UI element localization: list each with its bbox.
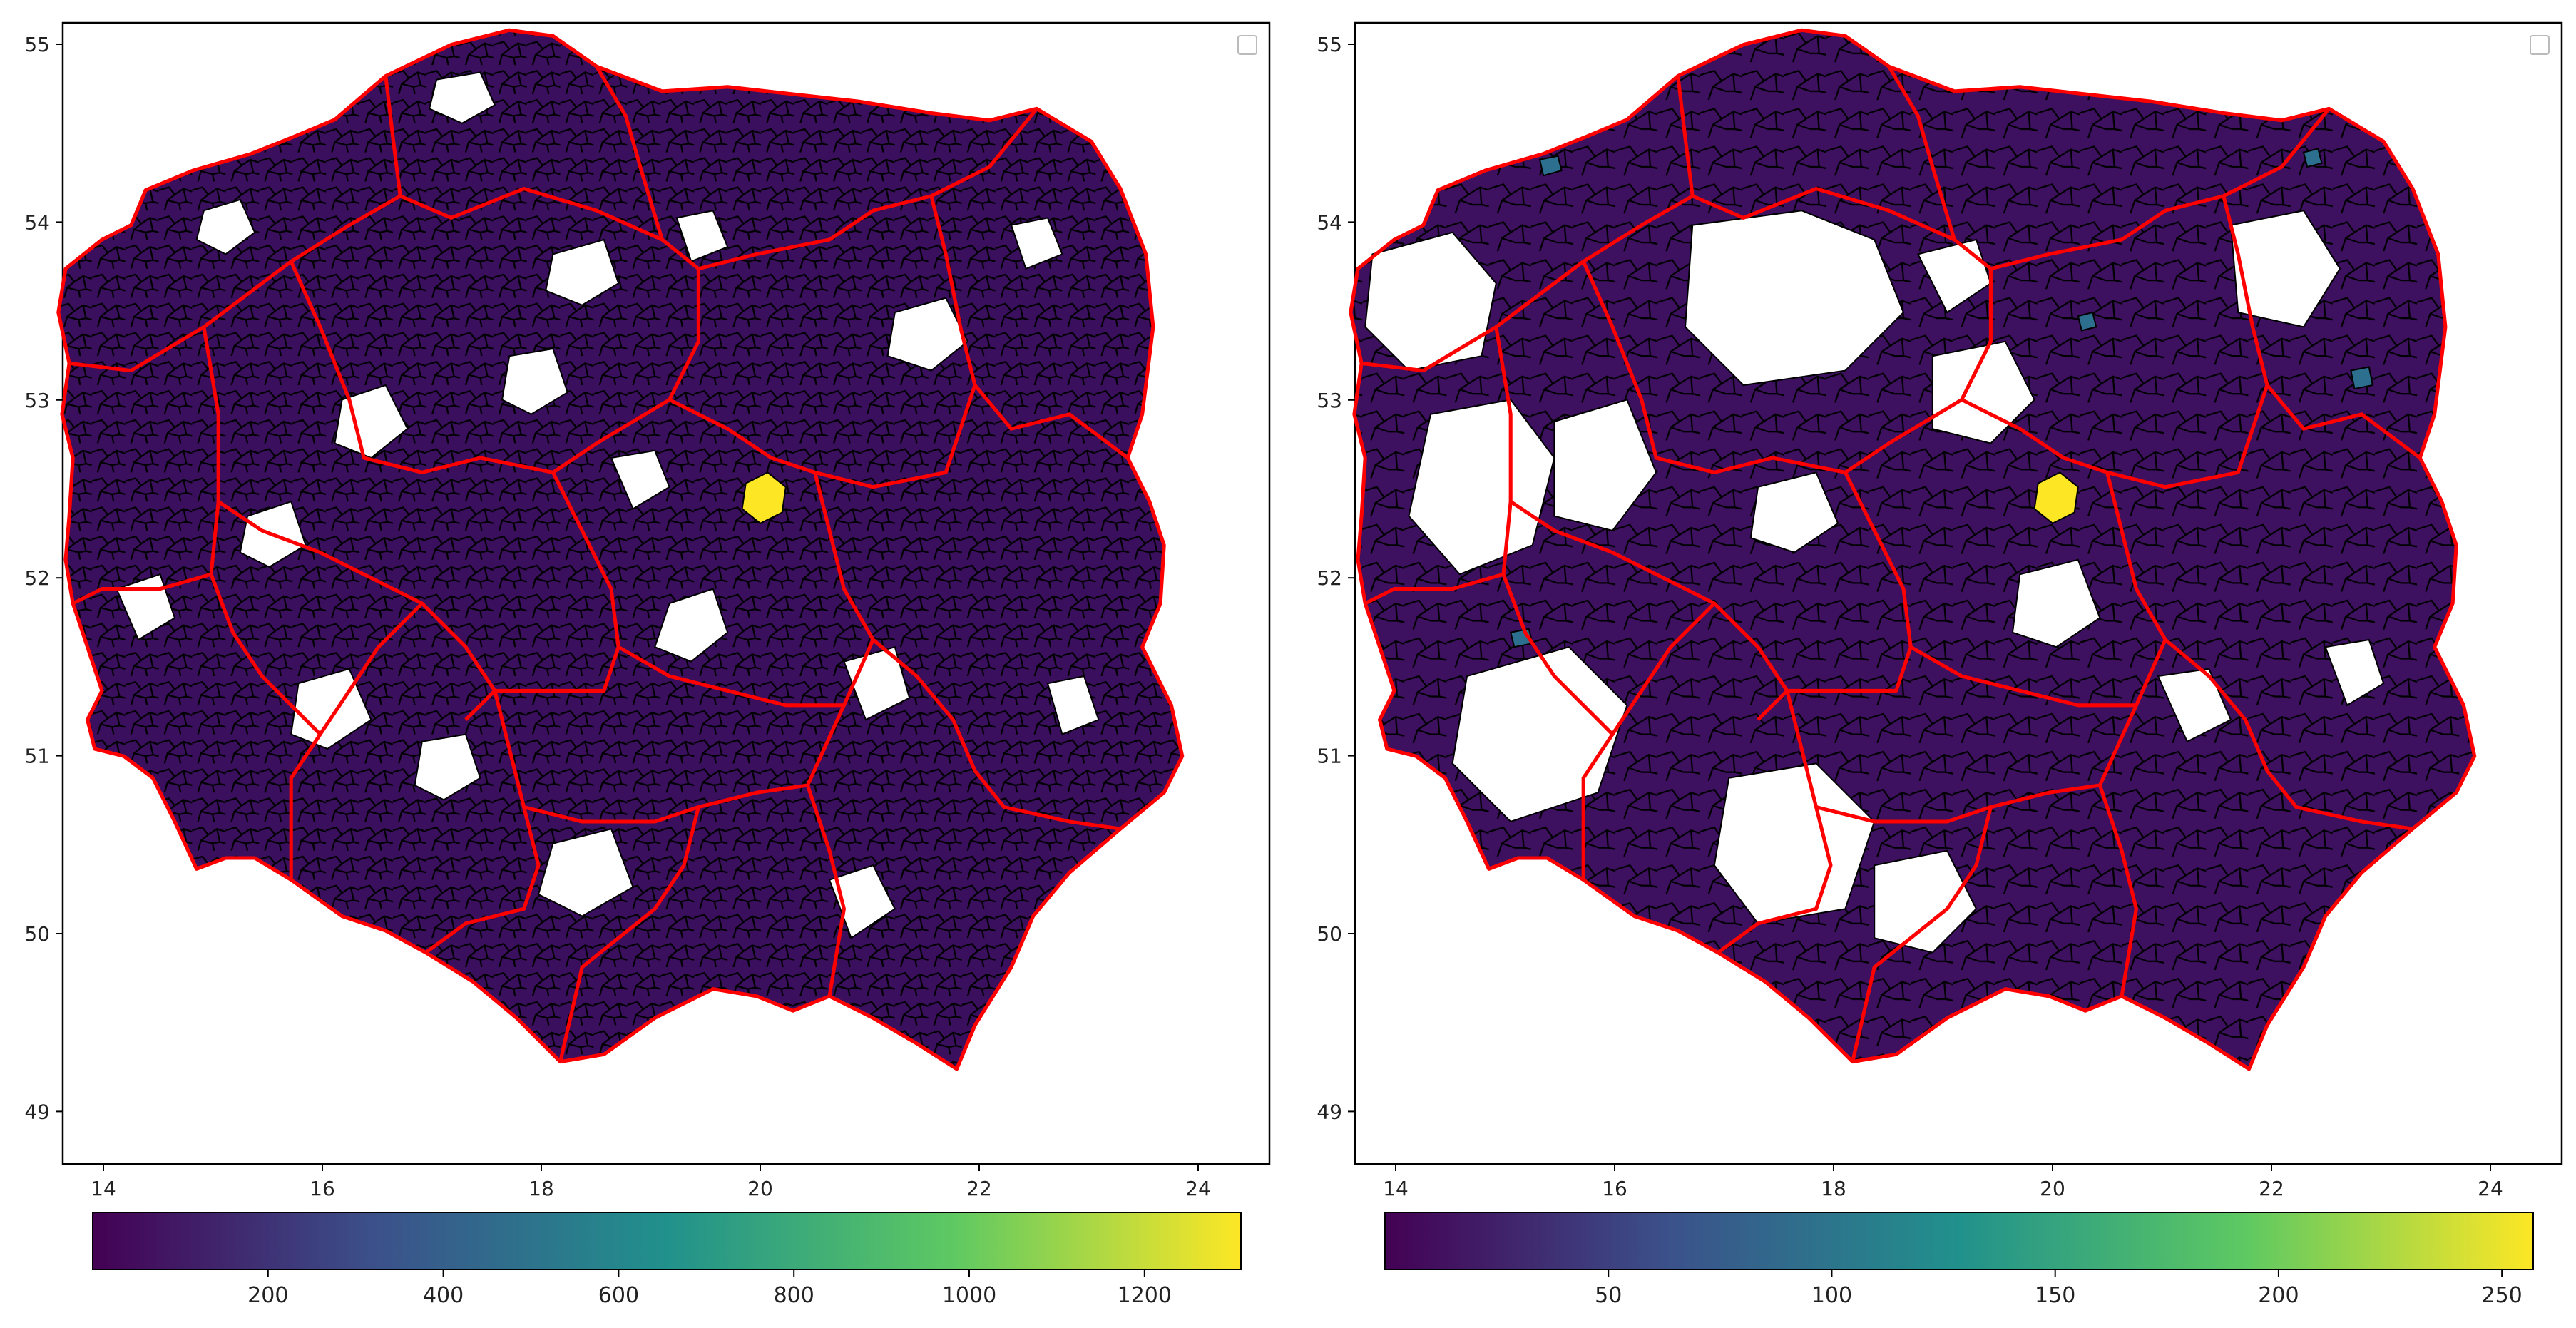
- left-colorbar-tick-label: 800: [774, 1283, 814, 1308]
- right-y-tick-label: 55: [1317, 33, 1342, 56]
- left-y-axis: 55 54 53 52 51 50 49: [24, 33, 63, 1123]
- right-colorbar: [1384, 1212, 2534, 1270]
- right-y-tick-label: 52: [1317, 566, 1342, 590]
- left-colorbar-tick-label: 200: [247, 1283, 288, 1308]
- right-colorbar-tick-label: 150: [2035, 1283, 2075, 1308]
- left-voivodeship-boundaries: [56, 28, 1185, 1071]
- right-colorbar-tick-label: 200: [2258, 1283, 2299, 1308]
- left-poland-outline: [58, 30, 1182, 1069]
- right-x-tick-label: 14: [1383, 1177, 1409, 1200]
- right-voivodeship-boundaries: [1349, 28, 2477, 1071]
- left-y-tick-label: 52: [24, 566, 50, 590]
- left-poland-map: [56, 28, 1185, 1071]
- left-colorbar: [92, 1212, 1242, 1270]
- left-y-tick-label: 51: [24, 745, 50, 768]
- left-x-tick-label: 24: [1185, 1177, 1211, 1200]
- left-x-axis: 14 16 18 20 22 24: [91, 1164, 1211, 1200]
- right-y-axis: 55 54 53 52 51 50 49: [1317, 33, 1355, 1123]
- left-x-tick-label: 14: [91, 1177, 116, 1200]
- left-colorbar-tick-label: 1000: [942, 1283, 996, 1308]
- right-poland-outline: [1350, 30, 2475, 1069]
- left-y-tick-label: 55: [24, 33, 50, 56]
- right-colorbar-tick-label: 250: [2482, 1283, 2523, 1308]
- right-y-tick-label: 53: [1317, 389, 1342, 412]
- left-colorbar-ticks: 200 400 600 800 1000 1200: [247, 1270, 1172, 1308]
- left-map-panel: 14 16 18 20 22 24 55 54 53 52 51 50 49 200 400 600 800…: [24, 21, 1271, 1308]
- right-warsaw-highlight: [2033, 471, 2079, 525]
- right-x-tick-label: 18: [1821, 1177, 1846, 1200]
- right-y-tick-label: 49: [1317, 1100, 1342, 1123]
- left-warsaw-highlight: [741, 471, 787, 525]
- left-x-tick-label: 16: [310, 1177, 335, 1200]
- left-colorbar-tick-label: 600: [598, 1283, 639, 1308]
- left-colorbar-tick-label: 1200: [1118, 1283, 1172, 1308]
- left-y-tick-label: 54: [24, 210, 50, 234]
- right-colorbar-ticks: 50 100 150 200 250: [1595, 1270, 2523, 1308]
- right-teal-municipalities: [1509, 148, 2374, 648]
- right-poland-map: [1349, 28, 2477, 1071]
- right-y-tick-label: 54: [1317, 210, 1342, 234]
- right-legend-box: [2530, 35, 2550, 55]
- left-y-tick-label: 49: [24, 1100, 50, 1123]
- left-y-tick-label: 50: [24, 922, 50, 946]
- left-x-tick-label: 18: [528, 1177, 554, 1200]
- right-map-panel: 14 16 18 20 22 24 55 54 53 52 51 50 49 50 100 150 200 2…: [1317, 21, 2563, 1308]
- left-no-data-areas: [116, 71, 1100, 939]
- right-x-tick-label: 16: [1602, 1177, 1627, 1200]
- right-x-tick-label: 20: [2040, 1177, 2065, 1200]
- right-y-tick-label: 50: [1317, 922, 1342, 946]
- left-y-tick-label: 53: [24, 389, 50, 412]
- left-x-tick-label: 22: [966, 1177, 992, 1200]
- left-colorbar-tick-label: 400: [423, 1283, 464, 1308]
- left-legend-box: [1237, 35, 1257, 55]
- right-x-axis: 14 16 18 20 22 24: [1383, 1164, 2503, 1200]
- left-x-tick-label: 20: [747, 1177, 773, 1200]
- right-x-tick-label: 22: [2259, 1177, 2284, 1200]
- right-colorbar-tick-label: 100: [1811, 1283, 1852, 1308]
- right-x-tick-label: 24: [2478, 1177, 2503, 1200]
- right-y-tick-label: 51: [1317, 745, 1342, 768]
- right-colorbar-tick-label: 50: [1595, 1283, 1622, 1308]
